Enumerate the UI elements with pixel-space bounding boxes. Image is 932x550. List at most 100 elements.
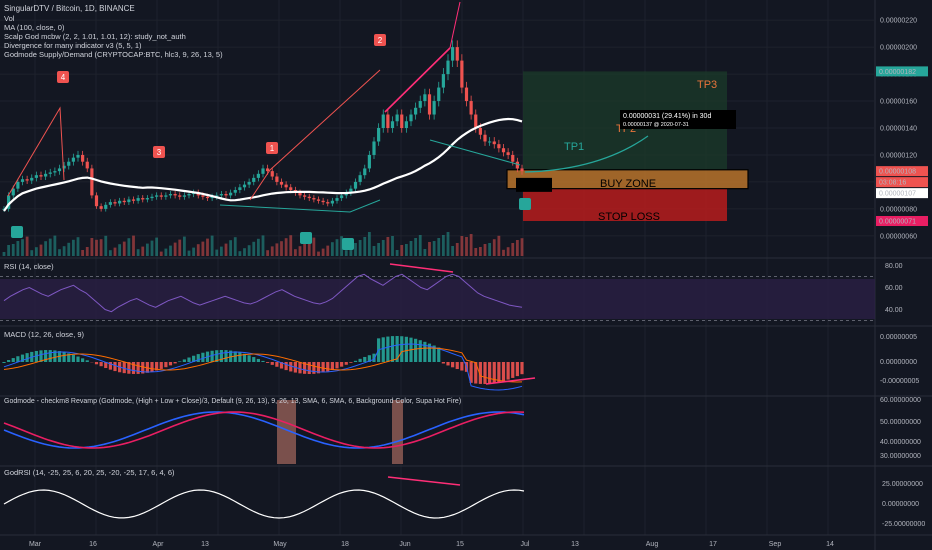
volume-bar: [414, 238, 418, 256]
volume-bar: [122, 241, 126, 256]
candle-body: [256, 173, 260, 178]
volume-bar: [108, 250, 112, 256]
candle-body: [390, 121, 395, 128]
volume-bar: [25, 236, 29, 256]
macd-histogram-bar: [275, 362, 279, 367]
macd-histogram-bar: [511, 362, 515, 378]
candle-body: [155, 195, 159, 197]
candle-body: [62, 165, 66, 169]
candle-body: [48, 172, 52, 174]
sell-signal-label: 2: [378, 36, 383, 45]
volume-bar: [455, 243, 459, 256]
volume-bar: [312, 237, 316, 256]
buy-signal-marker: [342, 238, 354, 250]
volume-bar: [520, 238, 524, 256]
volume-bar: [196, 244, 200, 256]
volume-bar: [62, 246, 66, 256]
candle-body: [57, 168, 62, 172]
x-axis-tick: 17: [709, 541, 717, 548]
godmode-blue-line: [3, 411, 525, 449]
godmode-red-line: [3, 411, 525, 449]
candle-body: [215, 195, 219, 197]
macd-histogram-bar: [127, 362, 131, 374]
candle-body: [455, 47, 459, 61]
candle-body: [224, 194, 228, 196]
macd-histogram-bar: [386, 336, 390, 362]
macd-histogram-bar: [85, 360, 89, 362]
x-axis-tick: May: [273, 541, 287, 548]
macd-histogram-bar: [108, 362, 112, 370]
macd-histogram-bar: [122, 362, 126, 374]
macd-histogram-bar: [187, 357, 191, 362]
stop-loss-zone: [523, 188, 727, 221]
candle-body: [349, 188, 353, 193]
volume-bar: [497, 235, 501, 256]
indicator-divergence-label: Divergence for many indicator v3 (5, 5, …: [4, 41, 142, 50]
candle-body: [81, 154, 85, 162]
ma-100-line: [3, 117, 523, 212]
volume-bar: [164, 248, 168, 256]
macd-histogram-bar: [520, 362, 524, 375]
volume-bar: [502, 249, 505, 256]
rsi-panel-title: RSI (14, close): [4, 262, 54, 271]
macd-histogram-bar: [136, 362, 140, 374]
target-projection-path: [524, 135, 649, 173]
macd-histogram-bar: [159, 362, 163, 369]
macd-histogram-bar: [53, 350, 57, 362]
price-tick: 0.00000080: [880, 206, 917, 213]
macd-histogram-bar: [94, 362, 99, 365]
candle-body: [400, 114, 404, 128]
candle-body: [94, 195, 99, 207]
macd-histogram-bar: [469, 362, 473, 383]
macd-histogram-bar: [321, 362, 325, 373]
candle-body: [141, 198, 145, 200]
candle-body: [404, 121, 408, 128]
volume-bar: [326, 245, 330, 256]
macd-histogram-bar: [437, 347, 441, 362]
volume-bar: [400, 245, 404, 256]
macd-histogram-bar: [326, 362, 330, 372]
macd-signal-line: [3, 347, 523, 383]
macd-histogram-bar: [34, 350, 38, 362]
volume-bar: [256, 238, 260, 256]
candle-body: [85, 161, 89, 169]
macd-histogram-bar: [460, 362, 464, 371]
volume-bar: [11, 244, 15, 256]
macd-histogram-bar: [372, 353, 376, 362]
price-axis-label-bg: [876, 166, 928, 177]
macd-histogram-bar: [266, 362, 270, 363]
volume-bar: [303, 243, 307, 256]
rsi-divergence-line: [389, 263, 454, 273]
candle-body: [501, 148, 506, 153]
macd-histogram-bar: [312, 362, 316, 374]
candle-body: [44, 173, 48, 177]
macd-histogram-bar: [418, 340, 422, 362]
sell-signal-marker: [374, 34, 386, 46]
indicator-scalp-label: Scalp God mcbw (2, 2, 1.01, 1.01, 12): s…: [4, 32, 186, 41]
volume-bar: [178, 239, 182, 256]
target-line1: 0.00000031 (29.41%) in 30d: [623, 113, 711, 120]
candle-body: [460, 60, 464, 88]
volume-bar: [132, 235, 135, 256]
volume-bar: [150, 240, 154, 256]
candle-body: [418, 101, 422, 108]
candle-body: [16, 181, 20, 189]
supply-line: [7, 106, 65, 197]
macd-histogram-bar: [358, 358, 362, 362]
candle-body: [307, 196, 311, 199]
volume-bar: [48, 238, 52, 256]
price-divergence-line: [384, 47, 451, 113]
volume-bar: [145, 243, 149, 256]
price-axis-label: 0.00000107: [879, 191, 916, 198]
godrsi-divergence-line: [387, 476, 461, 486]
volume-bar: [298, 246, 302, 256]
macd-histogram-bar: [455, 362, 459, 370]
volume-bar: [252, 241, 256, 256]
volume-bar: [76, 237, 80, 256]
price-tick: 0.00000120: [880, 152, 917, 159]
sell-signal-label: 3: [157, 148, 162, 157]
volume-bar: [95, 239, 98, 256]
macd-histogram-bar: [81, 358, 85, 362]
buy-zone-marker: [516, 177, 552, 192]
